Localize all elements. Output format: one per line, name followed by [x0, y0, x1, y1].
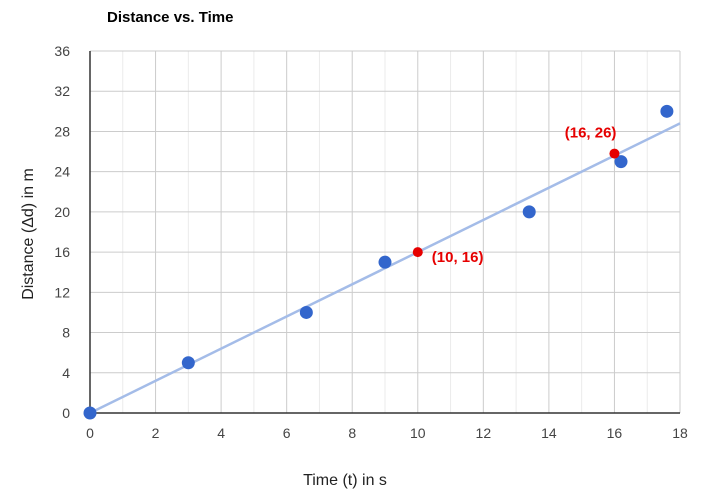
x-tick-label: 6 — [283, 425, 291, 441]
x-tick-label: 18 — [672, 425, 688, 441]
data-point — [660, 104, 674, 118]
y-tick-labels: 0 4 8 12 16 20 24 28 32 36 — [54, 43, 70, 421]
y-tick-label: 0 — [62, 405, 70, 421]
annotation-point — [609, 148, 620, 159]
annotation-label: (10, 16) — [432, 249, 484, 266]
x-tick-label: 0 — [86, 425, 94, 441]
y-tick-label: 32 — [54, 83, 70, 99]
x-tick-label: 10 — [410, 425, 426, 441]
data-points — [83, 104, 674, 420]
x-tick-label: 14 — [541, 425, 557, 441]
y-tick-label: 24 — [54, 164, 70, 180]
y-tick-label: 4 — [62, 365, 70, 381]
x-tick-label: 2 — [152, 425, 160, 441]
chart-title: Distance vs. Time — [107, 9, 233, 26]
data-point — [614, 155, 628, 169]
y-axis-title: Distance (Δd) in m — [20, 168, 37, 300]
y-tick-label: 28 — [54, 123, 70, 139]
gridlines — [89, 50, 681, 414]
x-tick-label: 12 — [476, 425, 492, 441]
y-tick-label: 16 — [54, 244, 70, 260]
x-tick-label: 8 — [348, 425, 356, 441]
data-point — [299, 305, 313, 319]
y-tick-label: 36 — [54, 43, 70, 59]
annotation-point — [412, 247, 423, 258]
x-tick-label: 4 — [217, 425, 225, 441]
data-point — [522, 205, 536, 219]
annotation-label: (16, 26) — [565, 125, 617, 142]
data-point — [181, 356, 195, 370]
y-tick-label: 8 — [62, 325, 70, 341]
annotations: (10, 16) (16, 26) — [412, 125, 620, 266]
y-tick-label: 20 — [54, 204, 70, 220]
x-axis-title: Time (t) in s — [303, 472, 387, 489]
data-point — [83, 406, 97, 420]
y-tick-label: 12 — [54, 284, 70, 300]
x-tick-labels: 0 2 4 6 8 10 12 14 16 18 — [86, 425, 688, 441]
data-point — [378, 255, 392, 269]
x-tick-label: 16 — [607, 425, 623, 441]
